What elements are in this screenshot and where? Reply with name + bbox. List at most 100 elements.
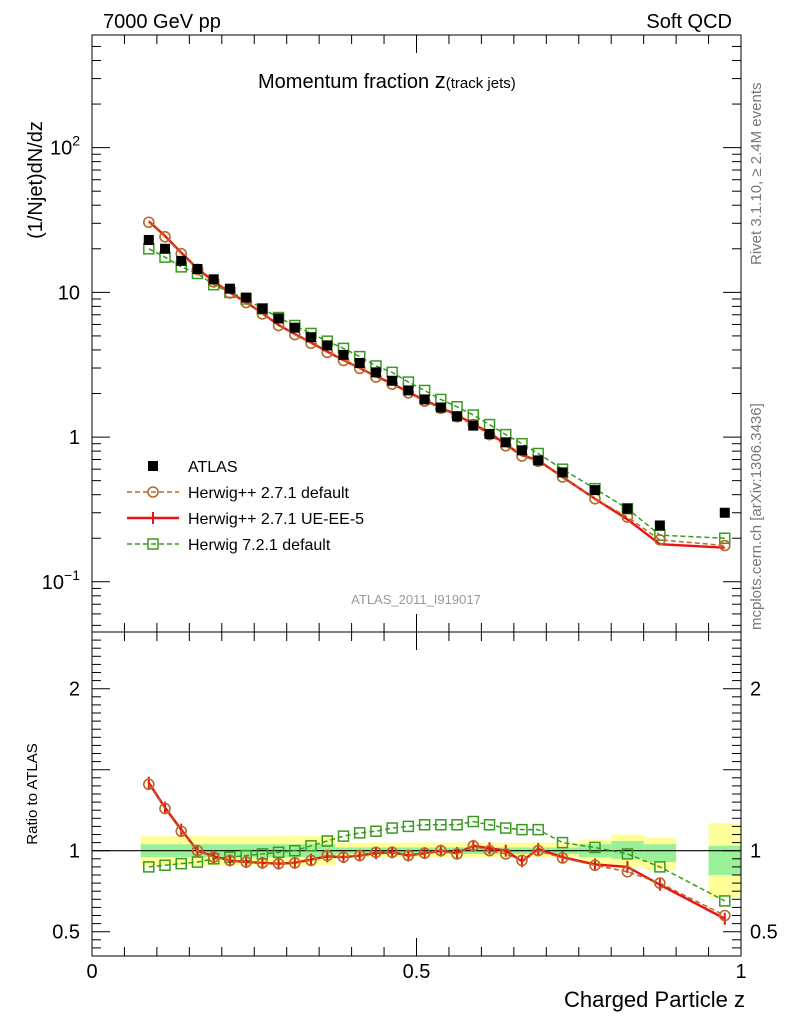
herwig7-point	[499, 822, 512, 834]
atlas-data-point	[208, 274, 219, 285]
herwig7-point	[386, 822, 398, 834]
herwig7-point	[175, 857, 187, 870]
atlas-data-point	[435, 402, 446, 413]
herwig-pp-default-point	[435, 844, 447, 857]
herwig-pp-default-point	[589, 859, 601, 872]
y-axis-label: (1/Njet)dN/dz	[25, 121, 47, 239]
main-plot-panel: Momentum fraction z(track jets) (1/Njet)…	[25, 34, 742, 633]
herwig7-point	[719, 532, 731, 544]
herwig-pp-default-point	[386, 846, 398, 859]
atlas-data-point	[176, 255, 187, 266]
series-atlas	[143, 234, 730, 531]
herwig-pp-default-point	[305, 854, 317, 867]
ratio-series-herwig7	[143, 815, 731, 907]
atlas-data-point	[387, 375, 398, 386]
atlas-data-point	[622, 503, 633, 514]
analysis-id: ATLAS_2011_I919017	[351, 592, 481, 607]
atlas-data-point	[338, 349, 349, 360]
y-tick-label: 10−1	[42, 567, 80, 594]
herwig-pp-default-point	[370, 846, 382, 859]
herwig7-point	[272, 846, 285, 859]
atlas-data-point	[557, 467, 568, 478]
atlas-data-point	[516, 445, 527, 456]
herwig7-point	[467, 409, 480, 421]
plot-title: Momentum fraction z(track jets)	[258, 68, 516, 93]
atlas-data-point	[143, 234, 154, 245]
legend-item-herwig_pp_default: Herwig++ 2.7.1 default	[127, 485, 350, 502]
herwig-pp-default-point	[718, 909, 731, 922]
herwig-pp-default-point	[499, 848, 512, 860]
herwig-pp-default-point	[532, 844, 544, 857]
legend-item-atlas: ATLAS	[148, 459, 238, 476]
herwig-pp-default-point	[207, 851, 220, 863]
rivet-label: Rivet 3.1.10, ≥ 2.4M events	[748, 83, 765, 266]
herwig7-point	[337, 830, 350, 842]
herwig7-point	[483, 819, 496, 831]
atlas-data-point	[419, 394, 430, 405]
ratio-y-tick-label: 1	[69, 841, 80, 863]
herwig-pp-default-point	[418, 847, 431, 859]
herwig-pp-default-point	[175, 825, 188, 838]
herwig-pp-default-point	[621, 865, 634, 878]
header-left: 7000 GeV pp	[103, 11, 221, 33]
herwig7-point	[467, 815, 480, 828]
y-tick-label: 1	[69, 427, 80, 449]
ratio-y-tick-label-right: 1	[750, 841, 761, 863]
herwig-pp-default-point	[654, 877, 666, 889]
herwig-pp-default-point	[142, 778, 155, 791]
herwig7-point	[143, 861, 155, 873]
herwig7-point	[353, 827, 366, 839]
atlas-data-point	[322, 340, 333, 351]
x-tick-label: 0.5	[403, 961, 431, 983]
herwig7-point	[418, 384, 431, 397]
herwig-pp-default-point	[321, 849, 334, 862]
herwig7-point	[532, 823, 544, 836]
herwig-pp-default-point	[159, 802, 171, 815]
herwig7-point	[418, 819, 431, 831]
ratio-y-tick-label: 0.5	[52, 922, 80, 944]
mcplots-label: mcplots.cern.ch [arXiv:1306.3436]	[748, 403, 765, 630]
herwig-pp-default-point	[451, 848, 463, 860]
ratio-line-herwig_pp_default	[148, 783, 726, 917]
herwig-pp-default-point	[353, 849, 366, 862]
x-tick-label: 0	[86, 961, 97, 983]
herwig-pp-default-point	[483, 844, 496, 857]
herwig-pp-default-point	[337, 851, 350, 863]
atlas-data-point	[273, 313, 284, 324]
herwig7-point	[516, 823, 528, 836]
atlas-data-point	[500, 437, 511, 448]
atlas-data-point	[224, 283, 235, 294]
atlas-data-point	[589, 485, 600, 496]
atlas-data-point	[354, 357, 365, 368]
atlas-data-point	[452, 411, 463, 422]
legend-label: ATLAS	[188, 459, 238, 476]
herwig7-point	[159, 859, 171, 872]
herwig-pp-default-point	[272, 857, 285, 870]
uncertainty-band-inner	[611, 840, 644, 859]
atlas-data-point	[148, 461, 158, 471]
herwig7-point	[191, 856, 204, 868]
legend-label: Herwig++ 2.7.1 UE-EE-5	[188, 511, 364, 528]
herwig7-point	[402, 820, 415, 833]
herwig7-point	[556, 836, 569, 849]
herwig-pp-default-point	[467, 840, 480, 852]
legend-label: Herwig 7.2.1 default	[188, 537, 331, 554]
legend-item-herwig_pp_ueee5: Herwig++ 2.7.1 UE-EE-5	[127, 511, 364, 528]
legend-label: Herwig++ 2.7.1 default	[188, 485, 350, 502]
herwig-pp-default-point	[718, 539, 731, 552]
herwig7-point	[451, 819, 463, 831]
legend: ATLAS Herwig++ 2.7.1 default Herwig++ 2.7.…	[127, 459, 364, 554]
ratio-y-tick-label-right: 0.5	[750, 922, 778, 944]
herwig7-point	[435, 819, 447, 831]
atlas-data-point	[403, 385, 414, 396]
atlas-data-point	[241, 292, 252, 303]
herwig-pp-default-point	[654, 534, 666, 546]
herwig-pp-default-point	[159, 231, 171, 243]
x-tick-label: 1	[735, 961, 746, 983]
herwig7-point	[147, 538, 159, 550]
atlas-data-point	[533, 455, 544, 466]
herwig-pp-default-point	[147, 486, 159, 498]
atlas-data-point	[257, 303, 268, 314]
herwig-pp-default-point	[240, 856, 252, 868]
